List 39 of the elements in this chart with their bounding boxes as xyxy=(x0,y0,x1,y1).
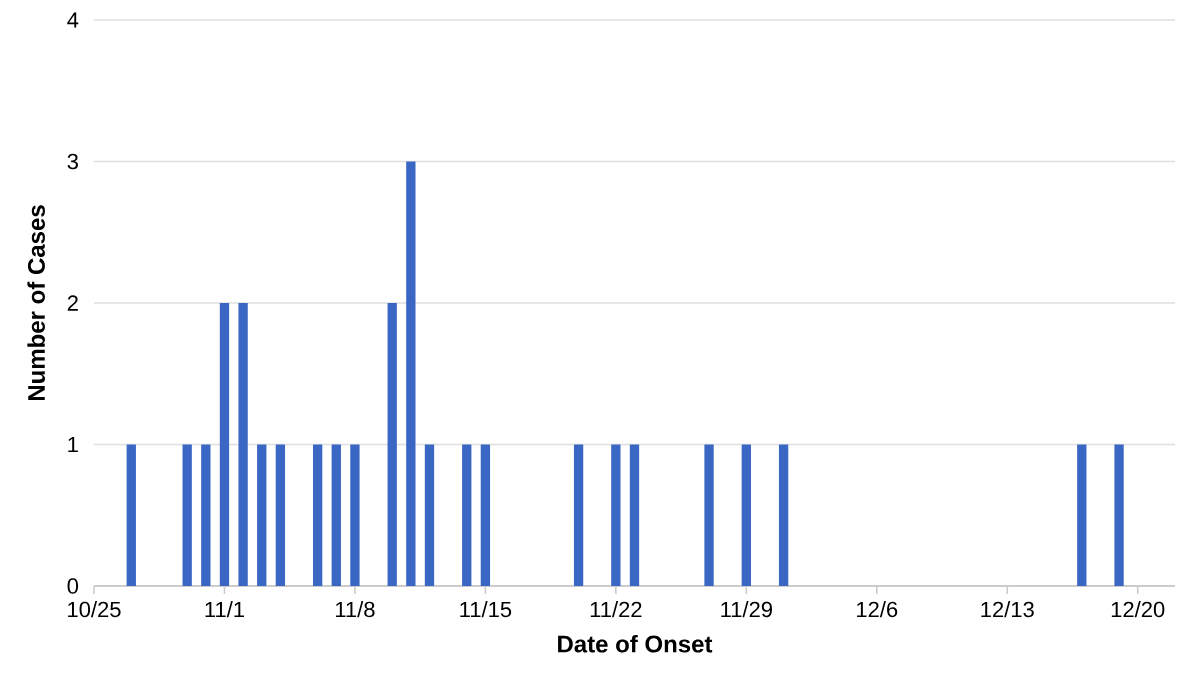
bar xyxy=(201,444,211,586)
bar xyxy=(573,444,584,586)
bar xyxy=(704,444,714,586)
bar xyxy=(182,444,192,586)
bar xyxy=(257,444,267,586)
y-axis-title: Number of Cases xyxy=(27,205,45,401)
x-tick-label: 11/1 xyxy=(205,601,244,618)
bar xyxy=(275,444,286,586)
bar xyxy=(480,444,491,586)
x-tick-label: 12/13 xyxy=(981,601,1034,618)
bar xyxy=(629,444,640,586)
x-tick-label: 10/25 xyxy=(68,601,121,618)
y-tick-label: 2 xyxy=(67,295,78,311)
x-tick-label: 11/8 xyxy=(336,601,375,618)
bar xyxy=(406,161,416,586)
y-tick-label: 4 xyxy=(67,12,79,28)
x-tick-label: 12/6 xyxy=(857,601,898,618)
x-tick-label: 11/29 xyxy=(721,601,772,618)
bar xyxy=(313,444,323,586)
bar xyxy=(219,303,230,586)
bar xyxy=(462,444,472,586)
bar xyxy=(1077,444,1087,586)
x-axis-title: Date of Onset xyxy=(558,634,713,653)
x-tick-label: 12/20 xyxy=(1111,601,1165,618)
bar xyxy=(331,444,341,586)
bar xyxy=(741,444,751,586)
bar xyxy=(611,444,621,586)
bar xyxy=(350,444,360,586)
y-tick-label: 1 xyxy=(68,436,78,453)
bar xyxy=(387,303,397,586)
bar xyxy=(778,444,789,586)
bar xyxy=(424,444,435,586)
bar xyxy=(1114,444,1124,586)
x-tick-label: 11/15 xyxy=(460,601,512,618)
y-tick-label: 0 xyxy=(67,578,79,594)
bar xyxy=(238,303,248,586)
x-tick-label: 11/22 xyxy=(590,601,642,618)
bar xyxy=(126,444,136,586)
y-tick-label: 3 xyxy=(67,153,78,170)
